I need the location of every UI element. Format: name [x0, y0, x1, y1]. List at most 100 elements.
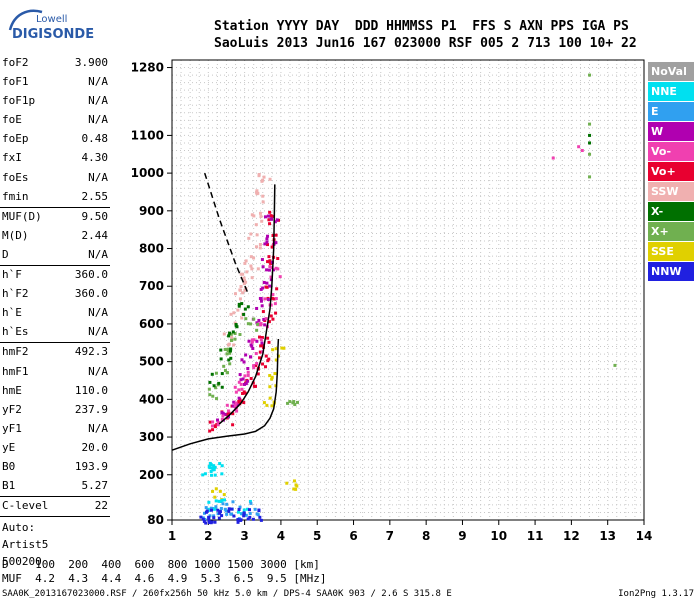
- echo-point: [262, 317, 266, 321]
- echo-point: [241, 377, 245, 381]
- echo-point: [236, 403, 240, 407]
- echo-point: [222, 332, 226, 336]
- logo-swoosh-icon: [8, 9, 43, 31]
- legend-item: X+: [648, 222, 694, 241]
- echo-point: [214, 487, 218, 491]
- echo-point: [261, 343, 265, 347]
- echo-point: [254, 352, 258, 356]
- echo-point: [242, 514, 246, 518]
- echo-point: [264, 354, 268, 358]
- echo-point: [218, 511, 222, 515]
- footer-muf-row: MUF 4.2 4.3 4.4 4.6 4.9 5.3 6.5 9.5 [MHz…: [2, 572, 327, 585]
- echo-point: [227, 415, 231, 419]
- echo-point: [265, 240, 269, 244]
- param-key: foEs: [2, 170, 29, 184]
- echo-point: [271, 348, 275, 352]
- param-row: yF1 N/A: [0, 420, 112, 439]
- echo-point: [285, 481, 289, 485]
- echo-point: [294, 483, 298, 487]
- echo-point: [588, 73, 592, 77]
- echo-point: [237, 304, 241, 308]
- echo-point: [245, 270, 249, 274]
- echo-point: [268, 222, 272, 226]
- echo-point: [225, 352, 229, 356]
- echo-point: [292, 479, 296, 483]
- echo-point: [212, 384, 216, 388]
- echo-point: [276, 257, 280, 261]
- param-row: M(D) 2.44: [0, 227, 112, 246]
- echo-point: [211, 428, 215, 432]
- param-row-clevel: C-level 22: [0, 497, 112, 516]
- echo-point: [210, 520, 214, 524]
- param-value: N/A: [88, 325, 108, 339]
- echo-point: [291, 401, 295, 405]
- echo-point: [209, 469, 213, 473]
- y-tick-label: 400: [139, 392, 164, 406]
- echo-point: [205, 509, 209, 513]
- echo-point: [270, 245, 274, 249]
- echo-point: [207, 517, 211, 521]
- echo-point: [249, 355, 253, 359]
- param-key: h`F2: [2, 287, 29, 301]
- echo-point: [238, 373, 242, 377]
- echo-point: [233, 292, 237, 296]
- param-key: foF1p: [2, 94, 36, 108]
- echo-point: [551, 156, 555, 160]
- echo-point: [276, 267, 280, 271]
- param-key: yF2: [2, 402, 22, 416]
- echo-point: [216, 512, 220, 516]
- echo-point: [223, 412, 227, 416]
- param-value: 3.900: [74, 56, 108, 69]
- echo-point: [267, 340, 271, 344]
- param-key: h`Es: [2, 325, 29, 339]
- echo-point: [588, 133, 592, 137]
- param-row: yF2 237.9: [0, 401, 112, 420]
- echo-point: [268, 265, 272, 269]
- echo-point: [270, 296, 274, 300]
- param-key: foF2: [2, 56, 29, 69]
- echo-point: [263, 297, 267, 301]
- param-row: foF1p N/A: [0, 92, 112, 111]
- echo-point: [250, 276, 254, 280]
- echo-point: [265, 237, 269, 241]
- echo-point: [262, 175, 266, 179]
- echo-point: [248, 515, 252, 519]
- echo-point: [238, 332, 242, 336]
- param-key: MUF(D): [2, 209, 42, 223]
- echo-point: [268, 177, 272, 181]
- param-value: 20.0: [81, 440, 109, 454]
- echo-point: [242, 360, 246, 364]
- echo-point: [271, 317, 275, 321]
- echo-point: [239, 378, 243, 382]
- footer-file-info: SAA0K_2013167023000.RSF / 260fx256h 50 k…: [2, 589, 452, 599]
- param-value: 4.30: [81, 151, 109, 165]
- echo-point: [269, 217, 273, 221]
- echo-point: [244, 353, 248, 357]
- param-value: N/A: [88, 247, 108, 261]
- echo-point: [271, 293, 275, 297]
- echo-point: [230, 335, 234, 339]
- echo-point: [237, 507, 241, 511]
- param-value: 492.3: [74, 345, 108, 359]
- param-row: hmF1 N/A: [0, 363, 112, 382]
- legend-item: NNW: [648, 262, 694, 281]
- echo-point: [242, 512, 246, 516]
- x-tick-label: 4: [277, 529, 285, 543]
- echo-point: [267, 218, 271, 222]
- echo-point: [273, 372, 277, 376]
- param-key: fxI: [2, 151, 22, 165]
- param-row: foEp 0.48: [0, 130, 112, 149]
- param-row: foEs N/A: [0, 169, 112, 188]
- echo-point: [261, 194, 265, 198]
- echo-point: [244, 382, 248, 386]
- echo-point: [260, 341, 264, 345]
- echo-point: [233, 331, 237, 335]
- echo-point: [255, 512, 259, 516]
- echo-point: [253, 507, 257, 511]
- echo-point: [217, 381, 221, 385]
- echo-point: [233, 385, 237, 389]
- echo-point: [257, 508, 261, 512]
- echo-point: [220, 514, 224, 518]
- echo-point: [239, 285, 243, 289]
- echo-point: [588, 141, 592, 145]
